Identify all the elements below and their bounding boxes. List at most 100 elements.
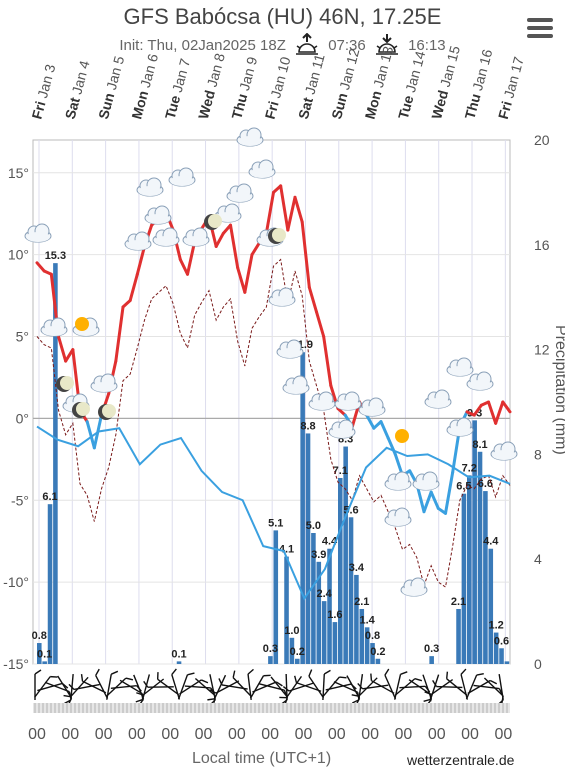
hour-label: 00 [228, 726, 246, 743]
precip-bar [37, 643, 42, 664]
day-name: Fri [28, 96, 49, 121]
precip-bar [311, 533, 316, 664]
moon-icon [72, 402, 90, 418]
precip-bar [359, 608, 365, 664]
precip-value-label: 2.4 [317, 588, 333, 600]
temp-max-line [128, 272, 139, 302]
temp-dashed-line [36, 258, 511, 588]
hour-label: 00 [128, 726, 146, 743]
day-date: Jan 7 [169, 57, 193, 94]
moon-icon [204, 214, 222, 230]
precip-value-label: 3.4 [349, 562, 365, 574]
wind-barb [106, 670, 119, 700]
day-date: Jan 12 [336, 47, 362, 92]
cloud-icon [152, 227, 180, 247]
day-name: Fri [262, 96, 283, 121]
wind-barb [294, 675, 322, 692]
wind-barb [207, 674, 227, 701]
cloud-icon [412, 471, 440, 491]
precip-bar [354, 574, 359, 664]
hour-label: 00 [161, 726, 179, 743]
day-name: Thu [461, 88, 484, 121]
day-label: Sat Jan 11 [295, 52, 328, 121]
wind-barb [423, 674, 440, 702]
day-label: Wed Jan 8 [195, 51, 228, 121]
precip-value-label: 2.1 [451, 596, 466, 608]
temp-tick-label: -10° [3, 574, 29, 590]
moon-icon [98, 404, 116, 420]
wind-barb [63, 676, 89, 698]
precip-bar [321, 601, 327, 664]
cloud-icon [334, 391, 362, 411]
hour-label: 00 [95, 726, 113, 743]
temp-max-line [264, 190, 275, 235]
day-label: Mon Jan 13 [362, 44, 397, 120]
precip-bar [305, 433, 311, 664]
precip-tick-label: 0 [534, 656, 542, 672]
wind-barb [177, 672, 195, 700]
day-name: Tue [162, 90, 185, 121]
wind-barb [333, 681, 360, 700]
precip-bar [488, 548, 494, 664]
precip-bar [42, 661, 47, 664]
wind-barb [460, 668, 469, 700]
precip-value-label: 2.1 [354, 596, 369, 608]
day-name: Sun [328, 87, 351, 120]
hour-label: 00 [328, 726, 346, 743]
day-label: Mon Jan 6 [128, 52, 161, 121]
wind-barb [249, 674, 271, 699]
precip-value-label: 5.1 [268, 517, 283, 529]
day-label: Thu Jan 9 [228, 55, 260, 121]
cloud-icon [124, 231, 152, 251]
wind-barb [370, 673, 395, 694]
day-label: Sun Jan 5 [95, 54, 127, 121]
precip-value-label: 4.4 [483, 536, 499, 548]
cloud-icon [136, 177, 164, 197]
precip-value-label: 7.1 [333, 465, 348, 477]
temp-max-line [279, 184, 290, 232]
temp-max-line [336, 407, 347, 417]
wind-barb [322, 676, 347, 698]
cloud-icon [446, 357, 474, 377]
wind-barb [232, 670, 252, 697]
hour-label: 00 [361, 726, 379, 743]
wind-barb [179, 679, 209, 695]
menu-icon[interactable] [527, 18, 553, 40]
wind-barb [209, 680, 240, 694]
temp-max-line [57, 335, 68, 363]
precip-value-label: 1.2 [489, 620, 504, 632]
day-name: Mon [362, 85, 386, 121]
precip-bar [343, 446, 348, 664]
cloud-icon [384, 507, 412, 527]
hour-label: 00 [428, 726, 446, 743]
wind-barb [156, 672, 180, 696]
cloud-icon [466, 371, 494, 391]
temp-max-line [501, 400, 512, 414]
precip-bar [493, 632, 499, 664]
day-label: Sun Jan 12 [328, 47, 362, 121]
precip-bar [364, 627, 370, 664]
temp-tick-label: -5° [11, 492, 29, 508]
day-date: Jan 11 [302, 52, 328, 96]
temp-max-line [35, 261, 46, 273]
precip-bar [332, 622, 338, 664]
temp-tick-label: 0° [16, 410, 29, 426]
temp-tick-label: -15° [3, 656, 29, 672]
precip-tick-label: 16 [534, 237, 550, 253]
wind-barb [135, 674, 151, 703]
day-date: Jan 16 [469, 47, 495, 92]
day-label: Wed Jan 15 [428, 44, 463, 121]
wind-barb [279, 675, 303, 699]
temp-max-line [307, 285, 318, 314]
day-label: Thu Jan 16 [461, 47, 495, 120]
hour-label: 00 [295, 726, 313, 743]
day-name: Sun [95, 87, 118, 120]
sunrise-icon [294, 32, 320, 59]
wind-barb [143, 680, 174, 688]
day-label: Tue Jan 7 [162, 57, 194, 121]
precip-value-label: 5.0 [306, 520, 321, 532]
temp-max-line [114, 305, 125, 363]
temp-max-line [444, 470, 455, 515]
sun-icon [395, 429, 409, 443]
